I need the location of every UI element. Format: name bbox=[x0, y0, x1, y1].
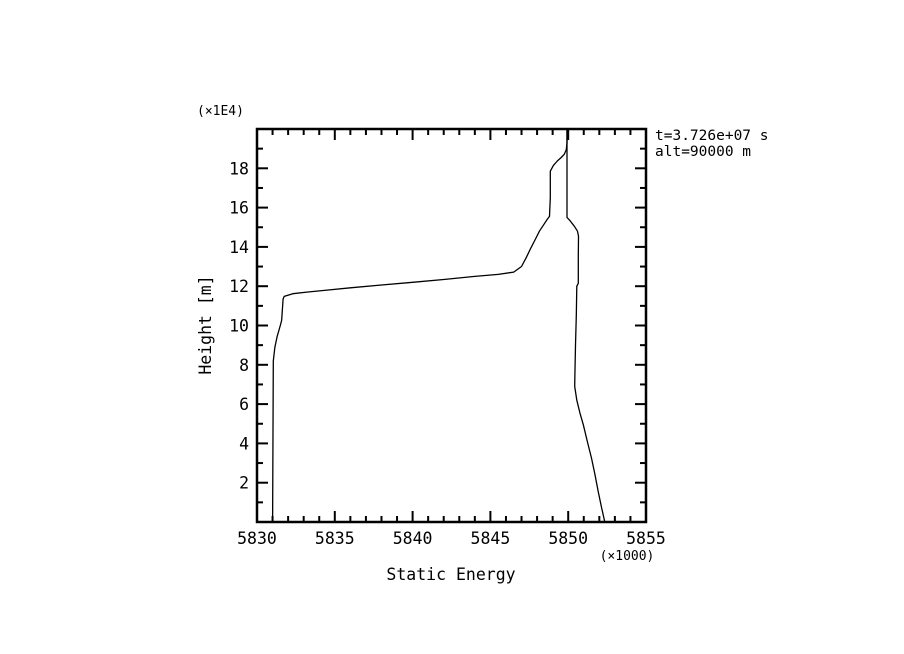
x-tick-label: 5835 bbox=[315, 529, 355, 548]
y-axis-title: Height [m] bbox=[196, 275, 215, 374]
annotation-time: t=3.726e+07 s bbox=[655, 128, 769, 144]
x-axis-scale-note: (×1000) bbox=[600, 549, 655, 564]
x-tick-label: 5845 bbox=[471, 529, 511, 548]
y-tick-label: 4 bbox=[239, 434, 249, 453]
y-tick-label: 8 bbox=[239, 356, 249, 375]
y-tick-label: 2 bbox=[239, 474, 249, 493]
axes: 5830 5835 5840 5845 5850 5855 2 4 6 8 10 12 14 16 18 bbox=[229, 127, 666, 548]
series-left-profile bbox=[271, 128, 568, 523]
y-tick-label: 16 bbox=[229, 199, 249, 218]
y-tick-label: 6 bbox=[239, 395, 249, 414]
y-tick-label: 12 bbox=[229, 277, 249, 296]
series-group bbox=[271, 128, 606, 523]
annotation-altitude: alt=90000 m bbox=[655, 144, 751, 160]
y-tick-label: 10 bbox=[229, 317, 249, 336]
x-tick-label: 5840 bbox=[393, 529, 433, 548]
y-axis-scale-note: (×1E4) bbox=[197, 104, 244, 119]
x-axis-title: Static Energy bbox=[386, 565, 515, 584]
y-tick-label: 18 bbox=[229, 159, 249, 178]
x-tick-label: 5830 bbox=[237, 529, 277, 548]
plot-box bbox=[255, 127, 648, 524]
x-tick-label: 5850 bbox=[548, 529, 588, 548]
series-right-profile bbox=[566, 128, 606, 523]
y-tick-label: 14 bbox=[229, 238, 249, 257]
x-tick-label: 5855 bbox=[626, 529, 666, 548]
